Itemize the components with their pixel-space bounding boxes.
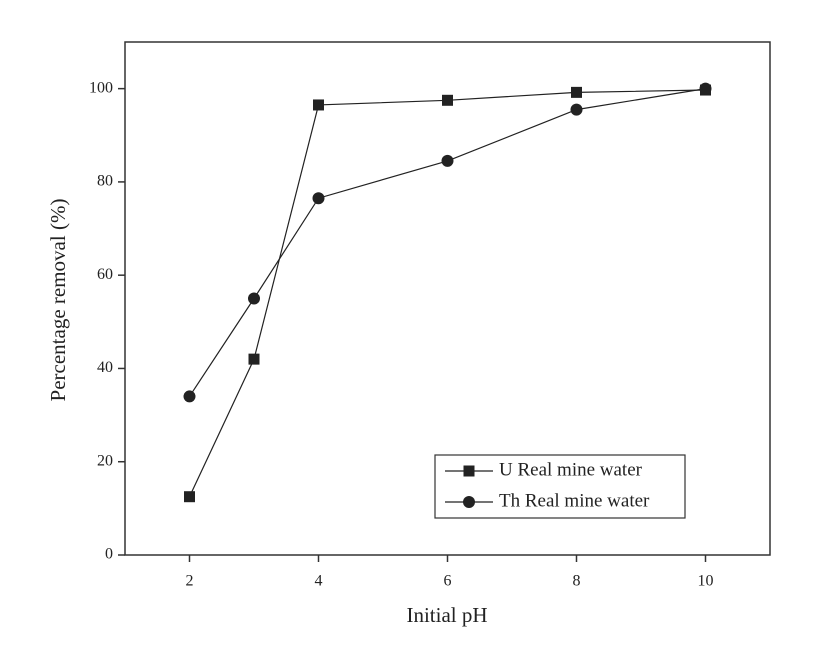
point [183, 390, 196, 403]
x-tick-label: 8 [573, 573, 581, 590]
series-line [188, 88, 706, 397]
y-tick-label: 60 [97, 266, 113, 283]
legend-label: U Real mine water [499, 459, 643, 480]
legend-marker [463, 465, 475, 477]
y-axis-title: Percentage removal (%) [46, 199, 70, 402]
point [570, 103, 583, 116]
legend-box [434, 454, 686, 519]
legend-label: Th Real mine water [499, 490, 650, 511]
y-tick-label: 40 [97, 359, 113, 376]
point [248, 353, 260, 365]
y-tick-label: 0 [105, 546, 113, 563]
point [248, 292, 260, 305]
point [312, 192, 325, 205]
x-tick-label: 6 [444, 573, 452, 590]
y-tick-label: 80 [97, 173, 113, 190]
point [699, 82, 712, 95]
y-tick-label: 20 [97, 452, 113, 469]
point [184, 491, 195, 503]
series-line [188, 89, 706, 497]
x-tick-label: 10 [698, 573, 714, 590]
legend-marker [463, 496, 475, 508]
x-tick-label: 2 [186, 573, 194, 590]
y-tick-label: 100 [89, 79, 113, 96]
x-tick-label: 4 [315, 573, 323, 590]
point [313, 99, 324, 111]
point [571, 86, 582, 98]
point [441, 154, 454, 167]
x-axis-title: Initial pH [406, 603, 487, 627]
point [442, 94, 453, 106]
